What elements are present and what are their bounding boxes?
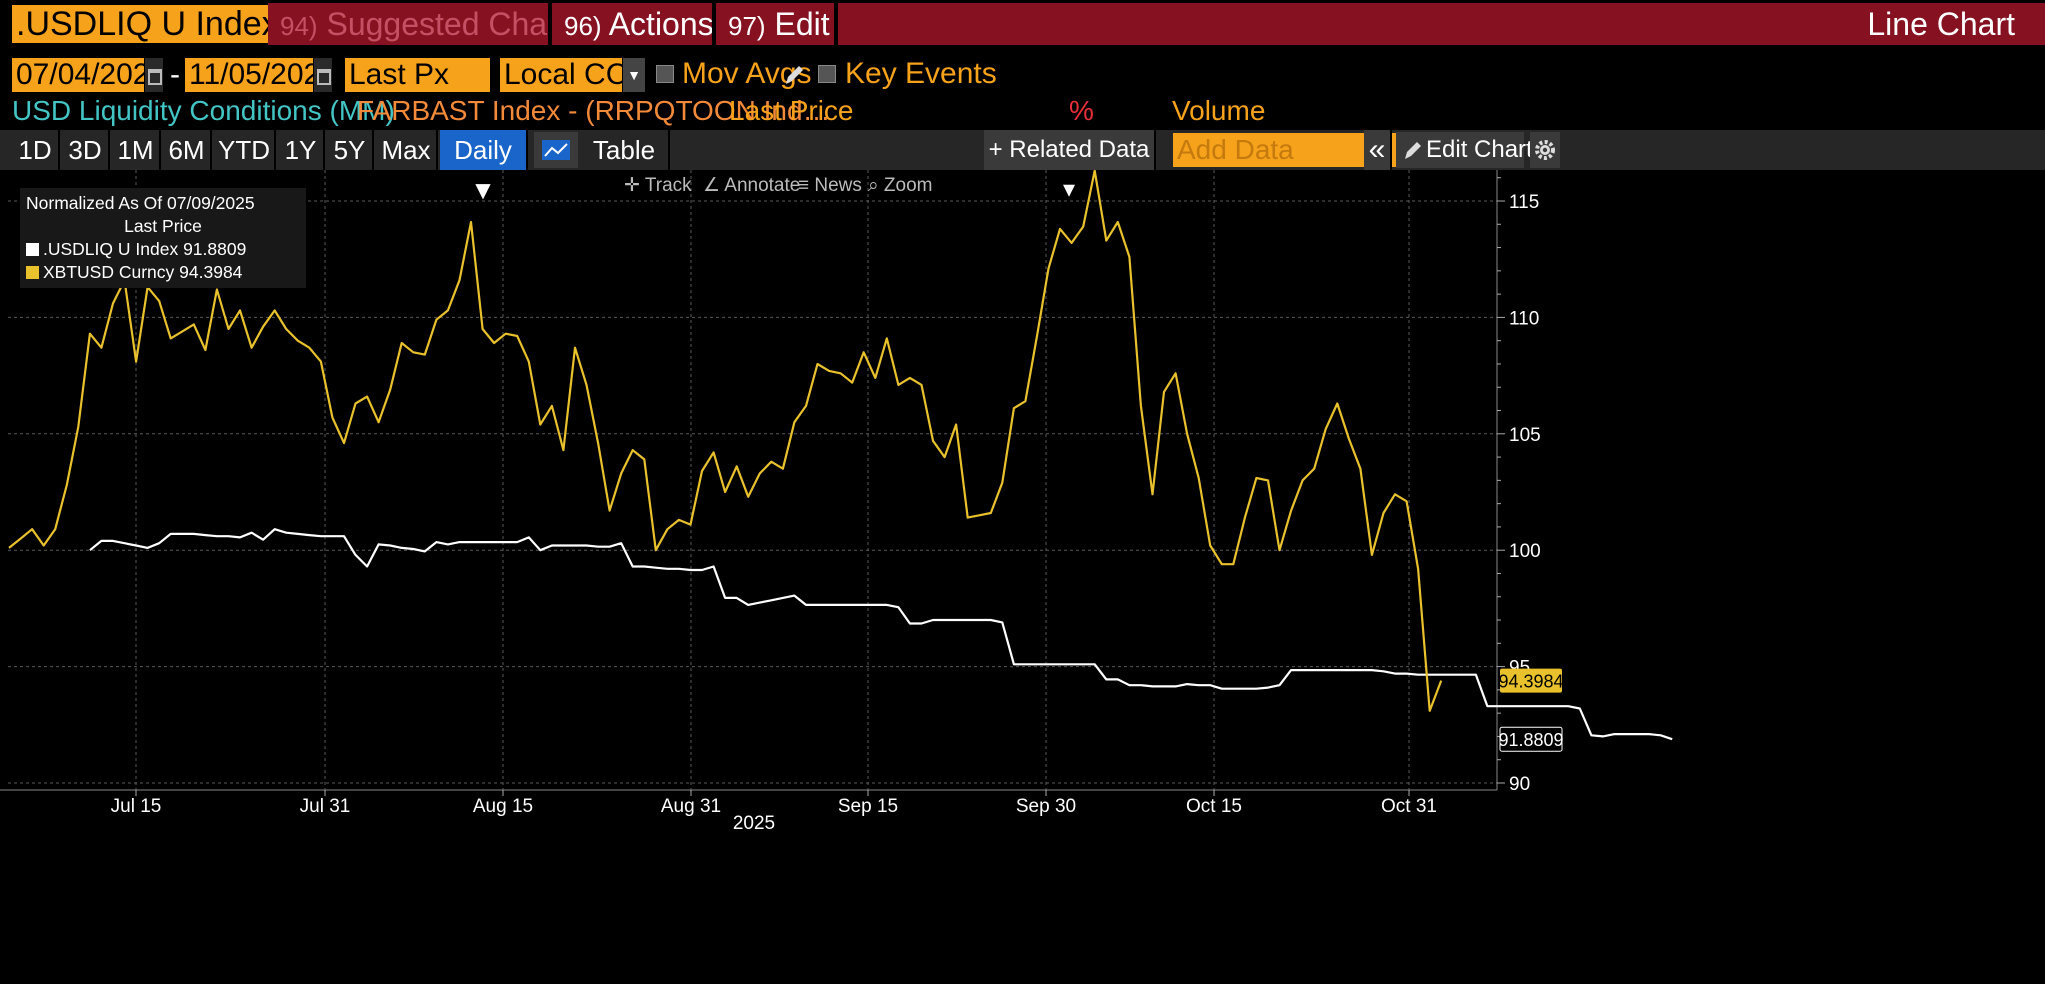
y-tick-label: 90 [1509, 774, 1530, 795]
legend-name: .USDLIQ U Index [43, 239, 179, 259]
suggested-charts-label: Suggested Charts [326, 6, 548, 42]
edit-chart-button[interactable]: Edit Chart [1396, 132, 1533, 168]
legend-subtitle: Last Price [124, 216, 202, 236]
suggested-charts-number: 94) [280, 11, 318, 41]
gear-icon [1535, 140, 1555, 160]
legend-swatch [26, 266, 39, 279]
edit-chart-label: Edit Chart [1426, 136, 1533, 163]
edit-number: 97) [728, 11, 766, 41]
y-tick-label: 105 [1509, 425, 1541, 446]
key-events-label: Key Events [845, 57, 997, 90]
zoom-label: Zoom [883, 175, 933, 196]
x-tick-label: Oct 15 [1186, 796, 1242, 817]
edit-label: Edit [774, 6, 830, 42]
edit-menu[interactable]: 97) Edit ▾ [716, 3, 834, 45]
legend-title: Normalized As Of 07/09/2025 [26, 193, 255, 213]
related-data-button[interactable]: + Related Data ▾ [984, 130, 1156, 203]
x-tick-label: Aug 15 [473, 796, 533, 817]
x-tick-label: Sep 15 [838, 796, 898, 817]
y-tick-label: 115 [1509, 192, 1539, 213]
end-date-input[interactable]: 11/05/2025 [185, 58, 313, 92]
calendar-icon[interactable] [314, 58, 332, 92]
volume-label[interactable]: Volume [1172, 95, 1266, 126]
y-tick-label: 110 [1509, 308, 1539, 329]
legend-swatch [26, 243, 39, 256]
news-icon: ≡ [798, 175, 815, 196]
table-button[interactable]: Table [580, 130, 670, 170]
pencil-icon[interactable] [783, 62, 805, 88]
last-value-label: 94.3984 [1498, 672, 1563, 692]
suggested-charts-menu[interactable]: 94) Suggested Charts ▾ [268, 3, 548, 45]
x-tick-label: Oct 31 [1381, 796, 1437, 817]
period-1m[interactable]: 1M [112, 130, 161, 170]
x-tick-label: Aug 31 [661, 796, 721, 817]
frequency-select[interactable]: Daily ▼ [440, 130, 528, 205]
news-tool[interactable]: ≡ News [798, 172, 862, 200]
period-6m[interactable]: 6M [163, 130, 212, 170]
last-value-label: 91.8809 [1498, 730, 1563, 750]
period-ytd[interactable]: YTD [214, 130, 276, 170]
mov-avgs-checkbox[interactable] [656, 65, 674, 83]
actions-label: Actions [608, 6, 712, 42]
zoom-icon: ⌕ [868, 175, 884, 196]
price-field-select[interactable]: Last Px [345, 58, 490, 92]
x-axis-year-label: 2025 [733, 813, 775, 834]
currency-dropdown-icon[interactable]: ▼ [623, 58, 645, 92]
start-date-input[interactable]: 07/04/2025 [12, 58, 144, 92]
series-name: USD Liquidity Conditions (MM) [12, 95, 395, 126]
period-1d[interactable]: 1D [12, 130, 60, 170]
crosshair-icon: ✛ [624, 175, 645, 196]
x-tick-label: Jul 15 [111, 796, 162, 817]
calendar-icon[interactable] [145, 58, 163, 92]
news-label: News [814, 175, 862, 196]
annotate-icon: ∠ [703, 175, 725, 196]
last-value-box [1499, 726, 1563, 752]
period-5y[interactable]: 5Y [327, 130, 374, 170]
x-tick-label: Sep 30 [1016, 796, 1076, 817]
actions-menu[interactable]: 96) Actions ▾ [552, 3, 712, 45]
pencil-icon [1405, 142, 1421, 159]
annotate-tool[interactable]: ∠ Annotate [703, 172, 800, 200]
actions-number: 96) [564, 11, 602, 41]
y-tick-label: 100 [1509, 541, 1541, 562]
percent-label[interactable]: % [1069, 95, 1094, 126]
legend-name: XBTUSD Curncy [43, 262, 175, 282]
collapse-button[interactable]: « [1364, 130, 1392, 170]
series-line-xbtusd[interactable] [8, 170, 1443, 712]
series-line-usdliq[interactable] [89, 528, 1673, 741]
last-price-label[interactable]: Last Price [729, 95, 854, 126]
mov-avgs-label: Mov Avgs [682, 57, 812, 90]
period-1y[interactable]: 1Y [278, 130, 325, 170]
chart-legend: Normalized As Of 07/09/2025 Last Price .… [20, 188, 306, 288]
series-formula[interactable]: FARBAST Index - (RRPQTOON Ind… [357, 95, 831, 126]
track-label: Track [644, 175, 692, 196]
legend-value: 94.3984 [179, 262, 243, 282]
currency-select[interactable]: Local CCY [500, 58, 622, 92]
annotate-label: Annotate [724, 175, 801, 196]
line-style-button[interactable] [534, 132, 578, 168]
legend-item-usdliq: .USDLIQ U Index 91.8809 [26, 238, 300, 261]
legend-item-xbtusd: XBTUSD Curncy 94.3984 [26, 261, 300, 284]
zoom-tool[interactable]: ⌕ Zoom [868, 172, 933, 200]
period-max[interactable]: Max [376, 130, 438, 170]
key-events-checkbox[interactable] [818, 65, 836, 83]
line-chart-icon [542, 140, 570, 160]
x-tick-label: Jul 31 [300, 796, 351, 817]
last-value-box [1500, 668, 1562, 693]
period-3d[interactable]: 3D [62, 130, 110, 170]
legend-value: 91.8809 [183, 239, 247, 259]
chart-type-title: Line Chart [838, 3, 2045, 45]
track-tool[interactable]: ✛ Track [624, 172, 692, 200]
settings-button[interactable] [1530, 132, 1560, 168]
date-range-dash: - [170, 58, 180, 91]
